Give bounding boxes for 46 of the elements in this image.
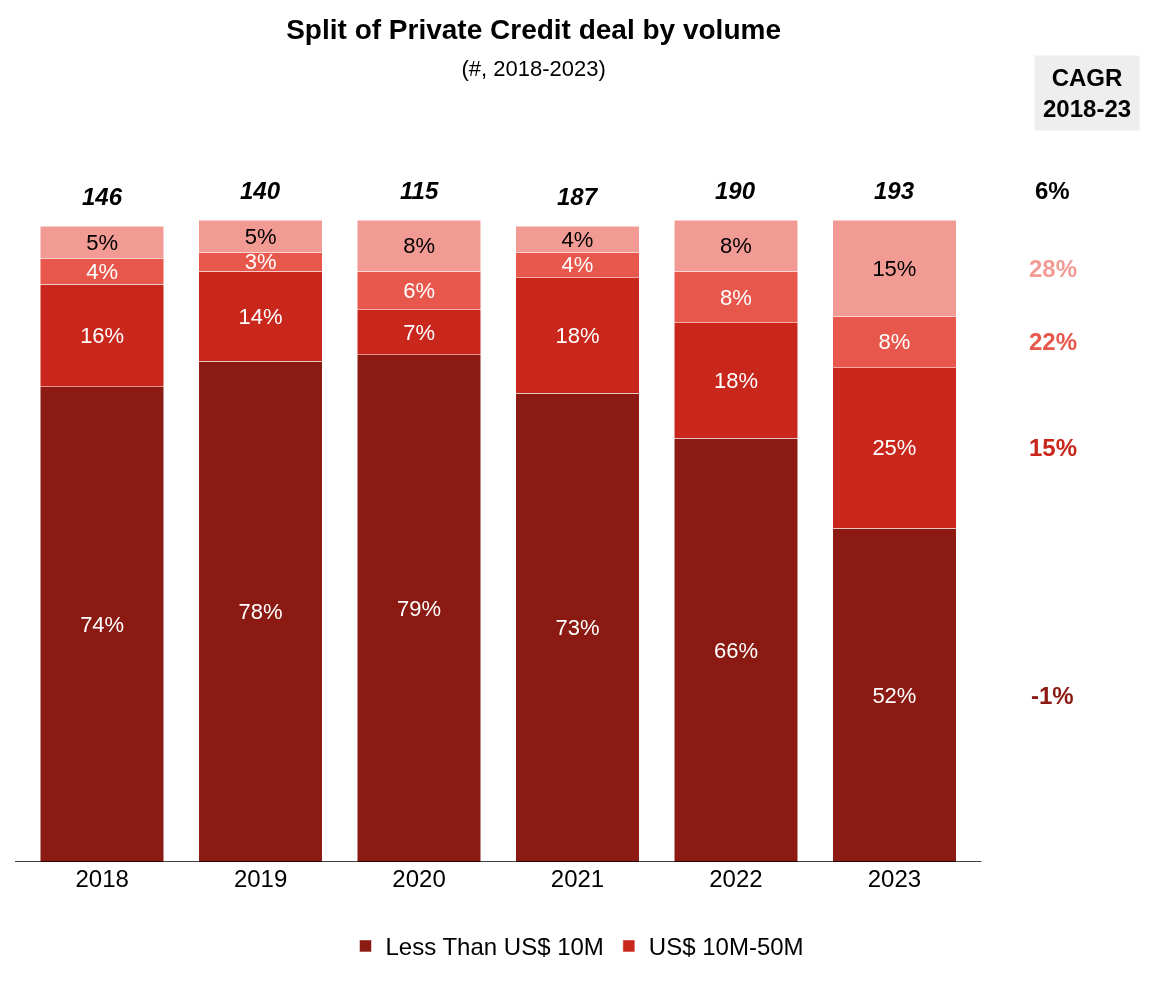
text: 146 xyxy=(82,183,123,210)
text: 22% xyxy=(1029,328,1078,355)
data-label: 15% xyxy=(872,255,917,281)
data-label: 7% xyxy=(403,319,435,345)
data-label: 73% xyxy=(555,615,600,641)
data-label: 79% xyxy=(397,595,442,621)
data-label: 25% xyxy=(872,435,917,461)
x-tick-label: 2018 xyxy=(75,865,129,892)
data-label: 14% xyxy=(238,303,283,329)
text: 28% xyxy=(1029,255,1078,282)
text: 187 xyxy=(557,183,599,210)
x-tick-label: 2020 xyxy=(392,865,446,892)
data-label: 66% xyxy=(713,637,758,663)
text: 6% xyxy=(1035,177,1070,204)
data-label: 8% xyxy=(720,233,752,259)
x-tick-label: 2023 xyxy=(867,865,922,892)
data-label: 18% xyxy=(555,323,600,349)
chart-subtitle: (#, 2018-2023) xyxy=(461,55,606,81)
text: -1% xyxy=(1031,682,1074,709)
data-label: 52% xyxy=(872,682,917,708)
data-label: 5% xyxy=(244,223,277,249)
legend-label: Less Than US$ 10M xyxy=(385,933,604,961)
chart-title: Split of Private Credit deal by volume xyxy=(286,14,781,46)
data-label: 8% xyxy=(878,329,911,355)
data-label: 8% xyxy=(720,284,752,310)
text: 140 xyxy=(240,177,281,204)
data-label: 8% xyxy=(403,233,435,259)
x-tick-label: 2021 xyxy=(550,865,605,892)
text: 190 xyxy=(715,177,756,204)
x-tick-label: 2022 xyxy=(709,865,763,892)
text: 15% xyxy=(1029,434,1078,461)
text: 193 xyxy=(874,177,915,204)
text: 115 xyxy=(400,177,439,204)
data-label: 4% xyxy=(86,258,119,284)
data-label: 78% xyxy=(238,599,283,625)
data-label: 6% xyxy=(403,278,435,304)
data-label: 74% xyxy=(80,611,125,637)
legend-label: US$ 10M-50M xyxy=(648,933,804,961)
data-label: 3% xyxy=(244,249,277,275)
data-label: 18% xyxy=(713,368,758,393)
data-label: 4% xyxy=(561,252,594,278)
data-label: 16% xyxy=(80,323,125,349)
text: CAGR 2018-23 xyxy=(1043,64,1132,123)
data-label: 5% xyxy=(86,229,119,255)
data-label: 4% xyxy=(561,226,594,252)
x-tick-label: 2019 xyxy=(233,865,288,892)
